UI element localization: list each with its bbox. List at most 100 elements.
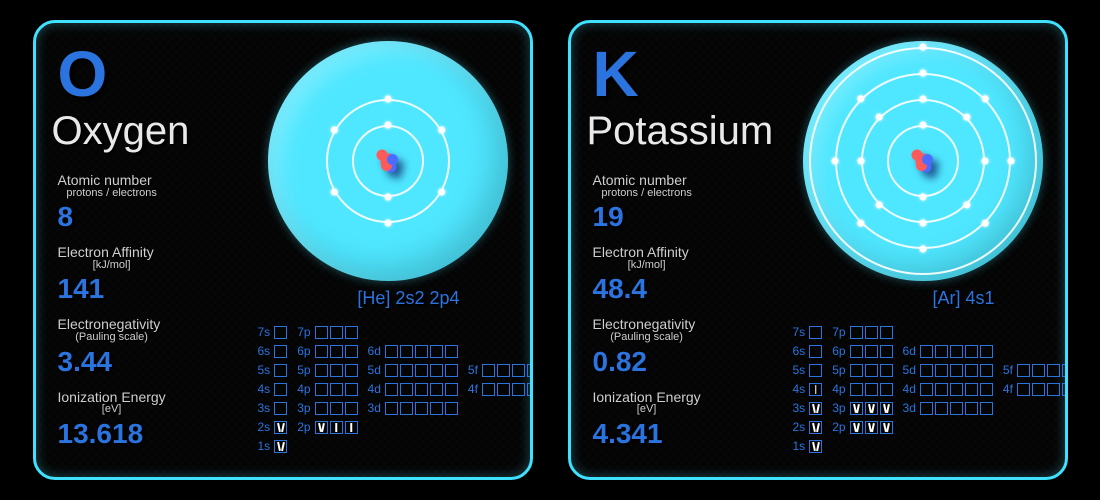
nucleus [373,146,403,176]
orbital-box [345,383,358,396]
orbital-box [385,383,398,396]
orbital-box [809,440,822,453]
orbital-box [385,402,398,415]
orbital-box [430,383,443,396]
orbital-label: 3p [297,399,310,417]
orbital-label: 4s [258,380,271,398]
electron-config-short: [He] 2s2 2p4 [357,288,459,309]
orbital-label: 5d [903,361,916,379]
orbital-label: 4d [903,380,916,398]
element-name: Oxygen [52,109,190,154]
orbital-box [415,402,428,415]
orbital-label: 1s [258,437,271,455]
orbital-box [385,345,398,358]
orbital-row: 7s7p [791,323,1068,341]
property-sublabel: [eV] [593,404,701,416]
orbital-label: 2p [297,418,310,436]
orbital-box [445,364,458,377]
orbital-box [850,402,863,415]
orbital-box [315,421,328,434]
orbital-box [330,383,343,396]
orbital-box [345,421,358,434]
orbital-label: 6p [297,342,310,360]
orbital-label: 6s [258,342,271,360]
orbital-label: 6d [903,342,916,360]
electron [384,96,391,103]
orbital-box [482,364,495,377]
property-value: 3.44 [58,346,166,378]
orbital-box [865,383,878,396]
property-ionization-energy: Ionization Energy[eV]4.341 [593,390,701,450]
orbital-box [315,402,328,415]
orbital-label: 4d [368,380,381,398]
orbital-label: 2s [258,418,271,436]
orbital-box [965,345,978,358]
orbital-row: 7s7p [256,323,533,341]
orbital-box [850,326,863,339]
orbital-box [809,326,822,339]
orbital-box [850,421,863,434]
orbital-box [400,383,413,396]
electron [919,44,926,51]
orbital-row: 6s6p6d [791,342,1068,360]
orbital-box [415,364,428,377]
orbital-box [1062,364,1068,377]
orbital-box [315,326,328,339]
property-sublabel: protons / electrons [58,188,166,200]
orbital-grid: 7s7p6s6p6d5s5p5d5f4s4p4d4f3s3p3d2s2p1s [791,323,1068,456]
orbital-box [880,326,893,339]
property-sublabel: protons / electrons [593,188,701,200]
orbital-box [980,364,993,377]
property-value: 141 [58,273,166,305]
orbital-box [482,383,495,396]
property-ionization-energy: Ionization Energy[eV]13.618 [58,390,166,450]
orbital-grid: 7s7p6s6p6d5s5p5d5f4s4p4d4f3s3p3d2s2p1s [256,323,533,456]
element-card: OOxygenAtomic numberprotons / electrons8… [33,20,533,480]
orbital-box [274,383,287,396]
properties-column: Atomic numberprotons / electrons19Electr… [593,173,701,462]
orbital-box [865,345,878,358]
orbital-box [330,345,343,358]
orbital-row: 4s4p4d4f [791,380,1068,398]
orbital-box [400,345,413,358]
orbital-label: 4p [832,380,845,398]
element-symbol: O [58,37,108,111]
orbital-box [865,364,878,377]
property-value: 19 [593,201,701,233]
element-name: Potassium [587,109,774,154]
orbital-box [935,402,948,415]
orbital-label: 3p [832,399,845,417]
orbital-box [920,402,933,415]
property-electronegativity: Electronegativity(Pauling scale)0.82 [593,317,701,377]
orbital-box [330,326,343,339]
orbital-label: 6d [368,342,381,360]
orbital-box [497,383,510,396]
orbital-label: 5p [832,361,845,379]
orbital-label: 7s [258,323,271,341]
orbital-box [880,421,893,434]
orbital-label: 5f [468,361,478,379]
orbital-box [345,326,358,339]
orbital-box [415,383,428,396]
orbital-box [345,364,358,377]
atom-diagram [268,41,508,281]
orbital-label: 7p [832,323,845,341]
property-label: Ionization Energy [593,390,701,405]
property-electronegativity: Electronegativity(Pauling scale)3.44 [58,317,166,377]
orbital-box [980,402,993,415]
orbital-label: 3d [903,399,916,417]
orbital-row: 5s5p5d5f [256,361,533,379]
orbital-box [274,326,287,339]
orbital-box [965,383,978,396]
property-label: Electronegativity [593,317,701,332]
orbital-box [385,364,398,377]
orbital-label: 5s [258,361,271,379]
orbital-box [497,364,510,377]
orbital-label: 4f [1003,380,1013,398]
orbital-box [850,345,863,358]
orbital-box [809,345,822,358]
property-sublabel: [kJ/mol] [58,260,166,272]
property-value: 48.4 [593,273,701,305]
orbital-box [850,364,863,377]
orbital-box [512,383,525,396]
